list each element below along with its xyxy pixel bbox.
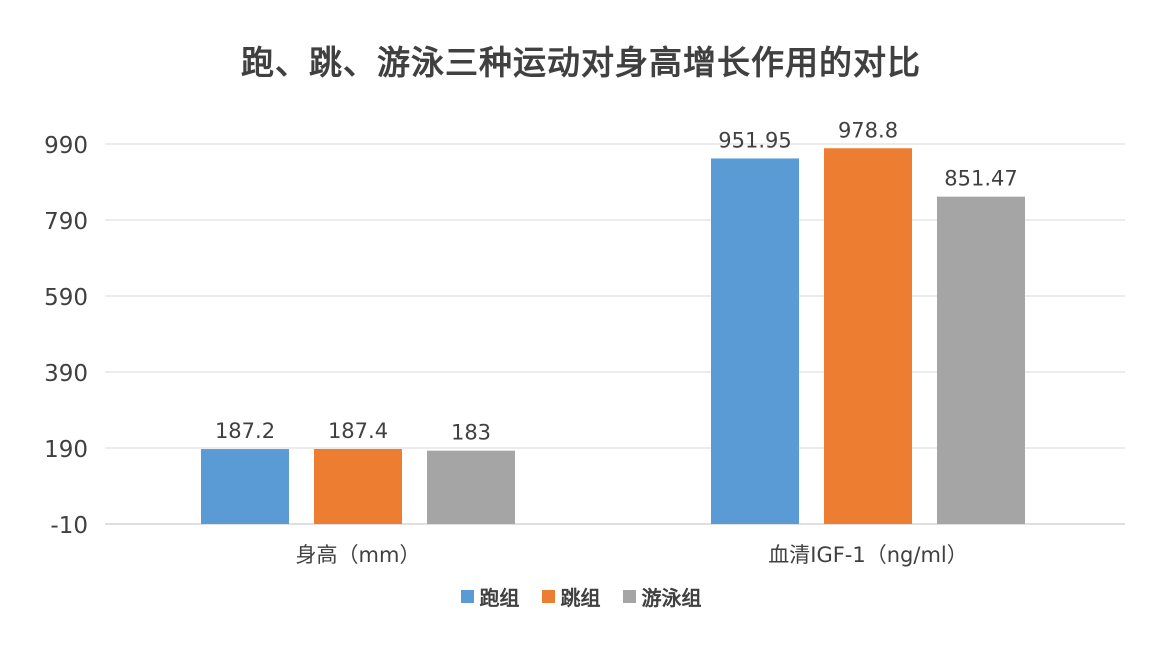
legend-label-run: 跑组 xyxy=(479,586,520,610)
bar-run-height xyxy=(201,449,289,524)
legend-swatch-run xyxy=(460,590,474,603)
legend-item-run: 跑组 xyxy=(460,582,520,611)
data-label-run-igf1: 951.95 xyxy=(718,128,791,152)
bar-swim-igf1 xyxy=(937,196,1025,524)
y-tick-label: 990 xyxy=(44,133,88,159)
data-label-run-height: 187.2 xyxy=(215,419,275,443)
legend-label-jump: 跳组 xyxy=(560,586,601,610)
legend-swatch-swim xyxy=(622,590,636,603)
legend-item-jump: 跳组 xyxy=(541,582,601,611)
chart-title: 跑、跳、游泳三种运动对身高增长作用的对比 xyxy=(241,43,921,82)
bar-run-igf1 xyxy=(711,158,799,525)
legend-item-swim: 游泳组 xyxy=(622,582,702,611)
y-tick-label: 390 xyxy=(44,361,88,387)
data-label-jump-height: 187.4 xyxy=(328,419,388,443)
y-tick-label: 590 xyxy=(44,285,88,311)
chart-legend: 跑组 跳组 游泳组 xyxy=(0,582,1162,611)
y-tick-label: 790 xyxy=(44,209,88,235)
legend-label-swim: 游泳组 xyxy=(641,586,702,610)
bar-swim-height xyxy=(427,450,515,524)
legend-swatch-jump xyxy=(541,590,555,603)
bar-jump-igf1 xyxy=(824,148,912,525)
data-label-swim-height: 183 xyxy=(451,421,491,445)
x-category-label: 血清IGF-1（ng/ml） xyxy=(768,543,968,567)
x-category-label: 身高（mm） xyxy=(296,543,421,567)
y-tick-label: 190 xyxy=(44,437,88,463)
y-tick-label: -10 xyxy=(50,513,88,539)
data-label-jump-igf1: 978.8 xyxy=(838,118,898,142)
bar-jump-height xyxy=(314,448,402,524)
data-label-swim-igf1: 851.47 xyxy=(944,167,1017,191)
